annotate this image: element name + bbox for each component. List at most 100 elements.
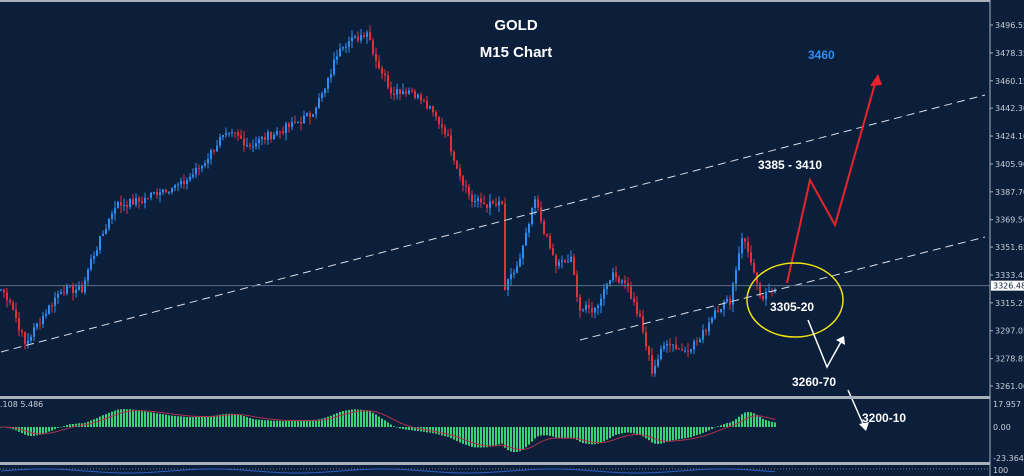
macd-histogram-bar bbox=[489, 427, 491, 447]
candle-body bbox=[162, 189, 164, 193]
candle-body bbox=[108, 218, 110, 229]
macd-histogram-bar bbox=[558, 427, 560, 439]
candle-body bbox=[645, 331, 647, 347]
macd-histogram-bar bbox=[216, 415, 218, 427]
macd-histogram-bar bbox=[525, 427, 527, 448]
candle-body bbox=[231, 132, 233, 134]
candle-body bbox=[150, 192, 152, 198]
macd-histogram-bar bbox=[153, 412, 155, 427]
candle-body bbox=[753, 262, 755, 273]
candle-body bbox=[183, 181, 185, 184]
macd-histogram-bar bbox=[762, 418, 764, 427]
macd-histogram-bar bbox=[75, 423, 77, 427]
macd-values-label: .108 5.486 bbox=[0, 400, 43, 409]
candle-body bbox=[57, 293, 59, 298]
macd-histogram-bar bbox=[105, 414, 107, 427]
macd-histogram-bar bbox=[516, 427, 518, 452]
current-price-badge bbox=[991, 280, 1024, 291]
candle-body bbox=[294, 122, 296, 124]
candle-body bbox=[255, 143, 257, 147]
bearish-projection-path bbox=[807, 319, 843, 369]
candle-body bbox=[93, 255, 95, 259]
candle-body bbox=[546, 234, 548, 237]
candle-body bbox=[54, 297, 56, 306]
macd-histogram-bar bbox=[156, 413, 158, 427]
candle-body bbox=[117, 202, 119, 209]
candle-body bbox=[657, 359, 659, 366]
macd-histogram-bar bbox=[321, 418, 323, 427]
candle-body bbox=[519, 258, 521, 267]
candle-body bbox=[3, 289, 5, 293]
candle-body bbox=[153, 191, 155, 193]
candle-body bbox=[366, 32, 368, 37]
candle-body bbox=[591, 307, 593, 313]
candle-body bbox=[573, 256, 575, 275]
macd-histogram-bar bbox=[396, 427, 398, 428]
macd-histogram-bar bbox=[402, 427, 404, 430]
panel-divider bbox=[0, 462, 990, 465]
macd-histogram-bar bbox=[264, 420, 266, 427]
macd-histogram-bar bbox=[756, 414, 758, 427]
candle-body bbox=[165, 189, 167, 193]
candle-body bbox=[537, 199, 539, 208]
macd-histogram-bar bbox=[579, 427, 581, 442]
candle-body bbox=[261, 137, 263, 140]
macd-histogram-bar bbox=[33, 427, 35, 436]
macd-histogram-bar bbox=[435, 427, 437, 434]
candle-body bbox=[444, 127, 446, 134]
macd-histogram-bar bbox=[759, 416, 761, 427]
macd-histogram-bar bbox=[627, 427, 629, 433]
axis-tick-label: 3315.25 bbox=[995, 299, 1024, 308]
candle-body bbox=[456, 160, 458, 169]
candle-body bbox=[411, 90, 413, 92]
macd-histogram-bar bbox=[609, 427, 611, 439]
macd-histogram-bar bbox=[357, 409, 359, 427]
macd-histogram-bar bbox=[486, 427, 488, 448]
macd-tick-label: -23.364 bbox=[993, 454, 1024, 463]
macd-histogram-bar bbox=[453, 427, 455, 440]
macd-histogram-bar bbox=[678, 427, 680, 440]
macd-histogram-bar bbox=[96, 418, 98, 427]
macd-histogram-bar bbox=[330, 415, 332, 427]
axis-tick-label: 3278.85 bbox=[995, 355, 1024, 364]
candle-body bbox=[534, 199, 536, 209]
candle-body bbox=[309, 112, 311, 117]
macd-histogram-bar bbox=[720, 425, 722, 427]
macd-histogram-bar bbox=[723, 424, 725, 427]
candle-body bbox=[342, 47, 344, 49]
candle-body bbox=[306, 112, 308, 116]
candle-body bbox=[84, 280, 86, 293]
candle-body bbox=[648, 346, 650, 355]
macd-histogram-bar bbox=[765, 419, 767, 427]
macd-histogram-bar bbox=[729, 422, 731, 427]
candles bbox=[0, 25, 776, 377]
candle-body bbox=[549, 236, 551, 249]
candle-body bbox=[243, 138, 245, 146]
candle-body bbox=[282, 131, 284, 134]
candle-body bbox=[735, 270, 737, 284]
candle-body bbox=[240, 135, 242, 139]
candle-body bbox=[501, 201, 503, 204]
current-price-label: 3326.48 bbox=[993, 282, 1024, 291]
candle-body bbox=[741, 238, 743, 254]
macd-histogram-bar bbox=[492, 427, 494, 446]
macd-histogram-bar bbox=[405, 427, 407, 430]
candle-body bbox=[207, 159, 209, 164]
candle-body bbox=[33, 327, 35, 337]
macd-histogram-bar bbox=[603, 427, 605, 442]
macd-histogram-bar bbox=[540, 427, 542, 436]
macd-histogram-bar bbox=[300, 420, 302, 427]
axis-tick-label: 3297.05 bbox=[995, 327, 1024, 336]
candle-body bbox=[0, 289, 2, 291]
candle-body bbox=[453, 151, 455, 161]
candle-body bbox=[369, 32, 371, 41]
macd-histogram-bar bbox=[327, 416, 329, 427]
macd-histogram-bar bbox=[399, 427, 401, 429]
macd-histogram-bar bbox=[441, 427, 443, 436]
candle-body bbox=[408, 90, 410, 94]
macd-histogram-bar bbox=[138, 410, 140, 427]
candle-body bbox=[291, 122, 293, 128]
candle-body bbox=[396, 89, 398, 95]
macd-histogram-bar bbox=[246, 417, 248, 427]
